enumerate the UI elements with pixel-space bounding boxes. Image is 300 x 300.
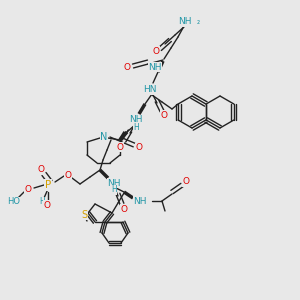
Text: H: H — [111, 185, 117, 194]
Text: O: O — [64, 170, 71, 179]
Text: NH: NH — [178, 17, 192, 26]
Text: O: O — [152, 46, 160, 56]
Text: O: O — [121, 205, 128, 214]
Text: NH: NH — [148, 62, 162, 71]
Text: NH: NH — [129, 116, 143, 124]
Text: O: O — [136, 143, 142, 152]
Text: NH: NH — [133, 196, 147, 206]
Text: HO: HO — [8, 197, 20, 206]
Text: ₂: ₂ — [196, 17, 200, 26]
Text: O: O — [44, 200, 50, 209]
Text: O: O — [124, 64, 130, 73]
Text: O: O — [160, 110, 167, 119]
Text: NH: NH — [107, 178, 121, 188]
Text: O: O — [116, 142, 124, 152]
Text: S: S — [81, 210, 87, 220]
Text: H: H — [133, 122, 139, 131]
Text: O: O — [182, 178, 190, 187]
Text: P: P — [45, 180, 51, 190]
Text: O: O — [38, 166, 44, 175]
Text: N: N — [100, 132, 108, 142]
Text: HN: HN — [143, 85, 157, 94]
Text: H: H — [39, 197, 45, 206]
Text: O: O — [25, 185, 32, 194]
